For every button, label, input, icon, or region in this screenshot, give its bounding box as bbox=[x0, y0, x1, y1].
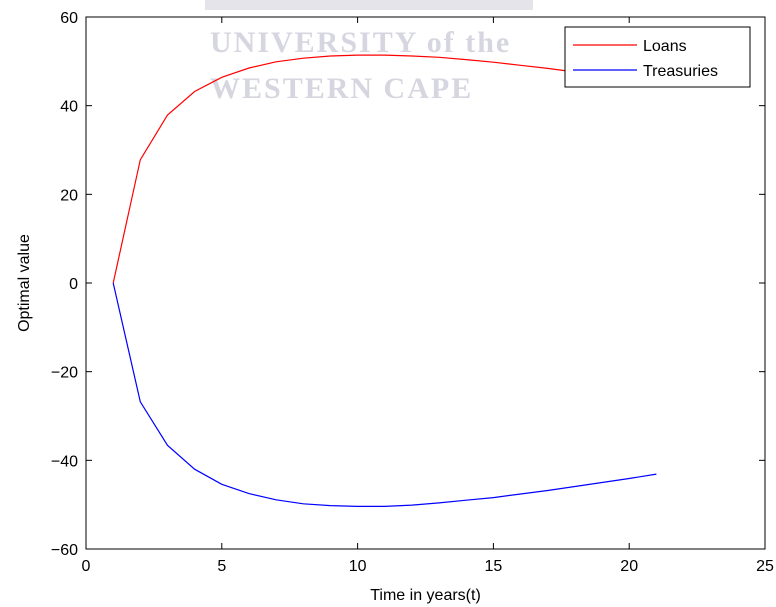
legend-label-treasuries: Treasuries bbox=[643, 63, 718, 80]
x-tick-label: 5 bbox=[217, 558, 226, 575]
watermark-crest-edge bbox=[205, 0, 533, 10]
x-tick-label: 20 bbox=[620, 558, 638, 575]
series-line-treasuries bbox=[112, 282, 657, 507]
y-tick-label: −20 bbox=[51, 365, 78, 382]
x-tick-label: 10 bbox=[349, 558, 367, 575]
watermark: UNIVERSITY of the WESTERN CAPE bbox=[205, 0, 533, 105]
legend-label-loans: Loans bbox=[643, 38, 687, 55]
axis-ticks: 0 5 10 15 20 25 −60 −40 −20 0 20 40 60 bbox=[51, 10, 774, 575]
y-tick-label: 60 bbox=[60, 10, 78, 27]
y-tick-label: 0 bbox=[69, 276, 78, 293]
y-tick-label: 40 bbox=[60, 99, 78, 116]
y-axis-label: Optimal value bbox=[16, 234, 33, 332]
y-tick-label: −60 bbox=[51, 542, 78, 559]
legend-box bbox=[564, 26, 751, 88]
series-layer bbox=[112, 54, 657, 507]
x-tick-label: 0 bbox=[82, 558, 91, 575]
y-tick-label: −40 bbox=[51, 453, 78, 470]
legend: Loans Treasuries bbox=[564, 26, 751, 88]
x-tick-label: 15 bbox=[485, 558, 503, 575]
watermark-line-1: UNIVERSITY of the bbox=[210, 26, 511, 59]
watermark-line-2: WESTERN CAPE bbox=[210, 72, 473, 105]
x-axis-label: Time in years(t) bbox=[370, 587, 481, 604]
y-tick-label: 20 bbox=[60, 187, 78, 204]
x-tick-label: 25 bbox=[756, 558, 774, 575]
